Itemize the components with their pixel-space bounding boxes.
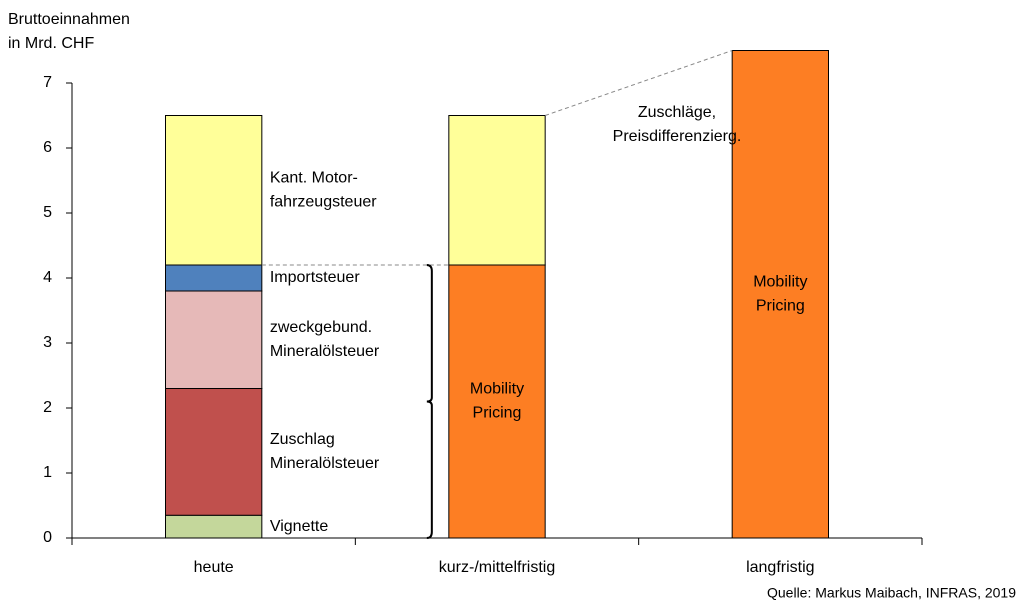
x-tick-label: heute	[194, 559, 234, 576]
y-tick-label: 1	[43, 464, 52, 481]
x-tick-label: langfristig	[746, 559, 814, 576]
bar-segment	[165, 514, 263, 539]
bar-segment	[448, 115, 546, 266]
segment-label: Mobility Pricing	[470, 381, 524, 422]
segment-label: zweckgebund. Mineralölsteuer	[270, 319, 380, 360]
segment-label: Vignette	[270, 518, 329, 535]
y-tick-label: 0	[43, 529, 52, 546]
segment-label: Importsteuer	[270, 269, 360, 286]
x-tick-label: kurz-/mittelfristig	[439, 559, 555, 576]
y-tick-label: 5	[43, 204, 52, 221]
y-tick-label: 7	[43, 74, 52, 91]
bar-segment	[165, 264, 263, 292]
segment-label: Zuschlag Mineralölsteuer	[270, 431, 380, 472]
bar-segment	[165, 115, 263, 266]
bracket	[426, 264, 433, 539]
y-tick-label: 4	[43, 269, 52, 286]
y-tick-label: 3	[43, 334, 52, 351]
y-axis-label: Bruttoeinnahmen in Mrd. CHF	[8, 11, 130, 52]
bar-segment	[165, 388, 263, 516]
bar-segment	[165, 290, 263, 389]
segment-label: Kant. Motor-fahrzeugsteuer	[270, 169, 377, 210]
y-tick-label: 6	[43, 139, 52, 156]
bar-segment	[448, 264, 546, 539]
segment-label: Mobility Pricing	[753, 273, 807, 314]
source: Quelle: Markus Maibach, INFRAS, 2019	[767, 585, 1016, 601]
y-tick-label: 2	[43, 399, 52, 416]
bar-segment	[731, 50, 830, 539]
dashed-connector	[545, 50, 733, 116]
annotation: Zuschläge, Preisdifferenzierg.	[613, 104, 742, 145]
